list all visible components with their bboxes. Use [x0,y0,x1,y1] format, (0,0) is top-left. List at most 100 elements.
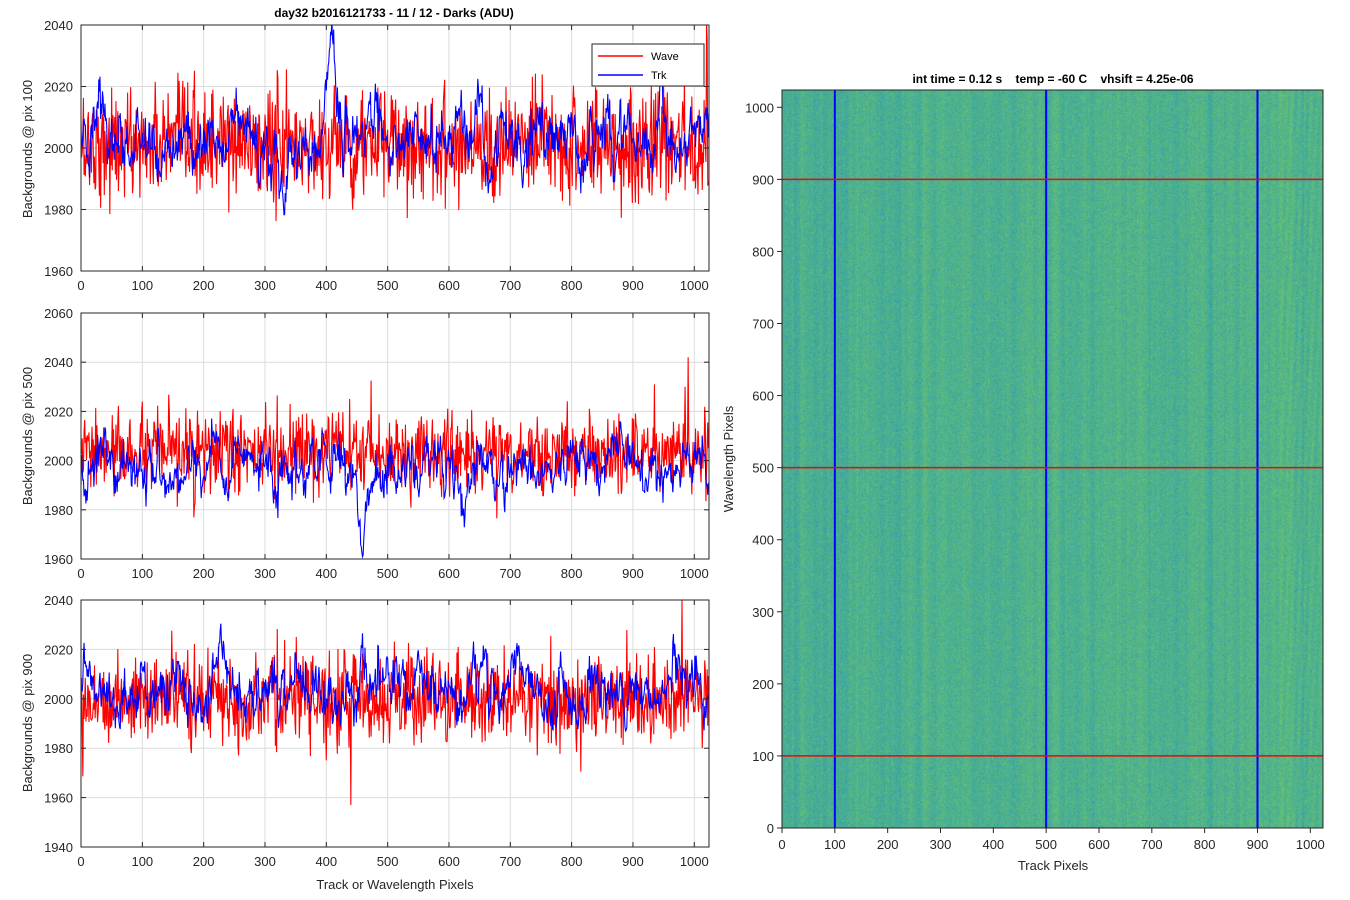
y-tick-label: 2020 [44,80,73,95]
y-tick-label: 0 [767,821,774,836]
x-tick-label: 900 [622,278,644,293]
x-tick-label: 800 [561,854,583,869]
x-tick-label: 900 [622,566,644,581]
x-tick-label: 500 [377,566,399,581]
y-tick-label: 2000 [44,454,73,469]
series-group [81,25,709,222]
heatmap-xlabel: Track Pixels [1018,858,1089,873]
heatmap-panel: int time = 0.12 s temp = -60 C vhsift = … [721,72,1325,873]
x-tick-label: 800 [561,278,583,293]
legend-label-wave: Wave [651,51,679,63]
y-tick-label: 1940 [44,840,73,855]
y-tick-label: 500 [752,461,774,476]
y-tick-label: 1960 [44,552,73,567]
x-tick-label: 300 [930,837,952,852]
y-tick-label: 2060 [44,306,73,321]
x-tick-label: 700 [1141,837,1163,852]
y-tick-label: 100 [752,749,774,764]
x-tick-label: 0 [77,278,84,293]
y-tick-label: 200 [752,677,774,692]
ylabel-pix-500: Backgrounds @ pix 500 [20,367,35,505]
y-tick-label: 2040 [44,18,73,33]
x-tick-label: 1000 [680,278,709,293]
heatmap-image [782,90,1323,828]
y-tick-label: 600 [752,389,774,404]
x-tick-label: 800 [561,566,583,581]
x-tick-label: 800 [1194,837,1216,852]
y-tick-label: 700 [752,317,774,332]
x-tick-label: 100 [131,566,153,581]
legend: Wave Trk [591,43,705,87]
legend-label-trk: Trk [651,70,667,82]
x-tick-label: 700 [499,566,521,581]
y-tick-label: 2020 [44,642,73,657]
y-tick-label: 900 [752,172,774,187]
series-line-trk [81,418,709,559]
x-tick-label: 1000 [680,566,709,581]
y-tick-label: 400 [752,533,774,548]
x-tick-label: 500 [1035,837,1057,852]
x-tick-label: 0 [77,566,84,581]
series-group [81,600,709,806]
x-tick-label: 600 [438,566,460,581]
x-tick-label: 200 [193,854,215,869]
y-tick-label: 2000 [44,692,73,707]
series-line-trk [81,623,709,733]
axis-box [80,312,710,560]
plot-pix-500: Backgrounds @ pix 500 0 100 200 300 400 500 60… [20,306,710,581]
y-tick-label: 1980 [44,741,73,756]
x-tick-label: 300 [254,278,276,293]
x-tick-label: 400 [315,278,337,293]
x-tick-label: 100 [824,837,846,852]
y-tick-label: 1980 [44,503,73,518]
series-line-wave [81,25,709,222]
y-tick-label: 1980 [44,203,73,218]
x-tick-label: 900 [622,854,644,869]
plot-pix-100: day32 b2016121733 - 11 / 12 - Darks (ADU… [20,6,710,293]
y-tick-label: 1960 [44,264,73,279]
legend-box [591,43,705,87]
x-tick-label: 400 [315,566,337,581]
y-tick-label: 2000 [44,141,73,156]
x-tick-label: 600 [438,854,460,869]
ylabel-pix-900: Backgrounds @ pix 900 [20,654,35,792]
x-tick-label: 300 [254,854,276,869]
x-tick-label: 1000 [1296,837,1325,852]
figure-title: day32 b2016121733 - 11 / 12 - Darks (ADU… [274,6,513,20]
ylabel-pix-100: Backgrounds @ pix 100 [20,80,35,218]
x-tick-label: 0 [77,854,84,869]
x-tick-label: 600 [438,278,460,293]
y-tick-label: 2020 [44,404,73,419]
heatmap-title: int time = 0.12 s temp = -60 C vhsift = … [912,72,1193,86]
x-tick-label: 500 [377,278,399,293]
axis-box [781,89,1324,829]
axis-box [80,599,710,848]
series-line-wave [81,357,709,519]
y-tick-label: 2040 [44,593,73,608]
y-tick-label: 1960 [44,791,73,806]
y-tick-label: 1000 [745,100,774,115]
y-tick-label: 800 [752,244,774,259]
xlabel-track-or-wavelength: Track or Wavelength Pixels [316,877,474,892]
x-tick-label: 400 [315,854,337,869]
x-tick-label: 300 [254,566,276,581]
x-tick-label: 500 [377,854,399,869]
heatmap-ylabel: Wavelength Pixels [721,405,736,512]
x-tick-label: 200 [193,278,215,293]
x-tick-label: 0 [778,837,785,852]
y-tick-label: 2040 [44,355,73,370]
series-group [81,357,709,559]
x-tick-label: 900 [1247,837,1269,852]
series-line-trk [81,25,709,216]
x-tick-label: 700 [499,854,521,869]
plot-pix-900: Backgrounds @ pix 900 Track or Wavelengt… [20,593,710,892]
x-tick-label: 200 [193,566,215,581]
x-tick-label: 1000 [680,854,709,869]
x-tick-label: 600 [1088,837,1110,852]
x-tick-label: 700 [499,278,521,293]
x-tick-label: 200 [877,837,899,852]
x-tick-label: 100 [131,278,153,293]
x-tick-label: 100 [131,854,153,869]
y-tick-label: 300 [752,605,774,620]
